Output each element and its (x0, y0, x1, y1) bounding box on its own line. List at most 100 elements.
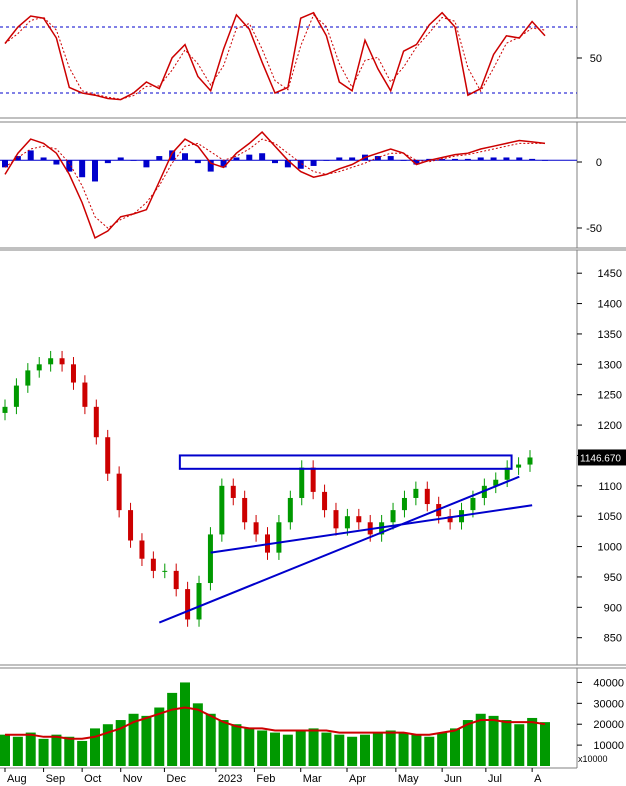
x-tick-label: Jul (488, 773, 502, 785)
volume-bar (411, 734, 422, 766)
volume-bar (321, 732, 332, 766)
x-tick-label: Apr (349, 773, 366, 785)
candle-body (516, 464, 522, 468)
volume-bar (64, 736, 75, 766)
trendlines (158, 475, 533, 624)
oscillator-signal-line (4, 14, 546, 100)
oscillator-tick-label: 50 (590, 53, 602, 65)
candle-body (424, 488, 430, 505)
volume-bar (488, 715, 499, 766)
price-panel: 1450140013501300125012001150110010501000… (0, 249, 626, 666)
macd-histogram-bar (182, 153, 188, 161)
macd-histogram-bar (439, 158, 446, 161)
candle-body (242, 497, 248, 523)
macd-histogram-bar (374, 156, 381, 161)
candle-body (447, 516, 453, 523)
volume-tick-label: 30000 (593, 698, 624, 710)
macd-histogram-bar (207, 160, 214, 172)
volume-bar (141, 715, 152, 766)
volume-bar (360, 734, 370, 766)
volume-bar (308, 728, 319, 766)
macd-histogram-bar (477, 157, 484, 161)
macd-histogram-bar (117, 157, 124, 161)
x-tick-label: Feb (256, 773, 275, 785)
candle-body (128, 510, 134, 541)
volume-bar (501, 720, 512, 766)
x-tick-label: Aug (7, 773, 27, 785)
volume-tick-label: 10000 (593, 740, 624, 752)
volume-bar (90, 728, 100, 766)
macd-histogram-bar (14, 156, 21, 161)
candle-body (287, 497, 293, 523)
volume-bar (475, 713, 486, 766)
volume-bar (25, 732, 36, 766)
oscillator-panel: 50 (0, 0, 626, 119)
price-tick-label: 1450 (598, 268, 622, 280)
volume-bar (0, 734, 10, 766)
candle-body (276, 522, 282, 553)
macd-histogram-bar (40, 157, 47, 161)
candle-body (230, 485, 236, 498)
last-price-tag (578, 449, 626, 466)
x-axis-labels: Aug Sep Oct Nov Dec 2023 Feb Mar Apr May Jun Jul A (4, 768, 542, 785)
volume-bar (385, 730, 396, 766)
candle-body (196, 583, 202, 620)
volume-bar (167, 692, 178, 766)
x-tick-label: Jun (444, 773, 462, 785)
x-tick-label: Dec (166, 773, 186, 785)
price-tick-label: 900 (604, 602, 622, 614)
macd-histogram-bar (104, 160, 111, 164)
candle-body (401, 497, 407, 511)
volume-tick-label: 20000 (593, 719, 624, 731)
price-tick-label: 1300 (598, 359, 622, 371)
macd-histogram-bar (194, 160, 201, 164)
volume-bar (437, 732, 448, 766)
macd-histogram-bar (387, 156, 394, 161)
candle-body (116, 473, 122, 511)
macd-histogram-bar (233, 157, 240, 161)
candle-body (219, 485, 225, 535)
macd-histogram-bar (246, 154, 253, 161)
macd-histogram-bar (413, 160, 420, 165)
candle-body (150, 558, 156, 571)
candle-body (70, 364, 76, 383)
candle-body (253, 522, 259, 535)
volume-unit-label: x10000 (578, 754, 608, 764)
candle-body (344, 516, 350, 529)
macd-histogram-bar (336, 157, 343, 161)
volume-bar (12, 736, 23, 766)
volume-bar (347, 736, 358, 766)
macd-histogram-bar (92, 160, 98, 182)
last-price-label: 1146.670 (580, 453, 621, 464)
macd-histogram-bar (53, 160, 60, 165)
volume-moving-average (5, 706, 546, 740)
trendline (158, 475, 520, 624)
volume-bar (77, 740, 88, 766)
candle-body (82, 382, 88, 407)
macd-histogram-bar (27, 150, 34, 161)
volume-bar (115, 720, 126, 766)
volume-bar (450, 728, 460, 766)
volume-bar (398, 732, 409, 766)
volume-bar (218, 720, 229, 766)
volume-bar (180, 682, 190, 766)
candle-body (59, 358, 65, 365)
volume-bar (514, 724, 525, 766)
candle-body (93, 406, 99, 438)
volume-bar (154, 707, 165, 766)
price-tick-label: 1200 (598, 420, 622, 432)
macd-histogram-bar (529, 158, 536, 161)
macd-histogram-bar (503, 157, 510, 161)
candle-body (333, 510, 339, 529)
volume-bar (192, 703, 203, 766)
volume-bar (231, 724, 242, 766)
macd-histogram-bar (297, 160, 304, 169)
candle-body (139, 540, 145, 559)
candle-body (413, 488, 419, 498)
candle-body (207, 534, 213, 584)
candle-body (185, 589, 191, 620)
volume-bar (128, 713, 139, 766)
macd-histogram-bar (464, 158, 471, 161)
candle-body (299, 467, 305, 498)
